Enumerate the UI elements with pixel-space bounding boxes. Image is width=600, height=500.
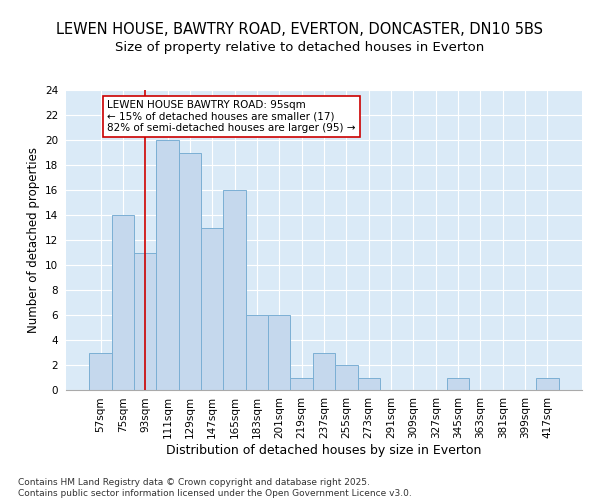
- Text: Contains HM Land Registry data © Crown copyright and database right 2025.
Contai: Contains HM Land Registry data © Crown c…: [18, 478, 412, 498]
- Bar: [335, 365, 358, 390]
- Bar: [179, 152, 201, 390]
- Bar: [358, 378, 380, 390]
- Bar: [157, 140, 179, 390]
- Bar: [134, 252, 157, 390]
- Bar: [246, 315, 268, 390]
- Bar: [112, 215, 134, 390]
- Bar: [89, 352, 112, 390]
- Text: LEWEN HOUSE, BAWTRY ROAD, EVERTON, DONCASTER, DN10 5BS: LEWEN HOUSE, BAWTRY ROAD, EVERTON, DONCA…: [56, 22, 544, 38]
- Bar: [447, 378, 469, 390]
- Bar: [313, 352, 335, 390]
- Bar: [268, 315, 290, 390]
- Y-axis label: Number of detached properties: Number of detached properties: [26, 147, 40, 333]
- Text: Size of property relative to detached houses in Everton: Size of property relative to detached ho…: [115, 41, 485, 54]
- X-axis label: Distribution of detached houses by size in Everton: Distribution of detached houses by size …: [166, 444, 482, 457]
- Bar: [290, 378, 313, 390]
- Bar: [223, 190, 246, 390]
- Bar: [201, 228, 223, 390]
- Bar: [536, 378, 559, 390]
- Text: LEWEN HOUSE BAWTRY ROAD: 95sqm
← 15% of detached houses are smaller (17)
82% of : LEWEN HOUSE BAWTRY ROAD: 95sqm ← 15% of …: [107, 100, 356, 133]
